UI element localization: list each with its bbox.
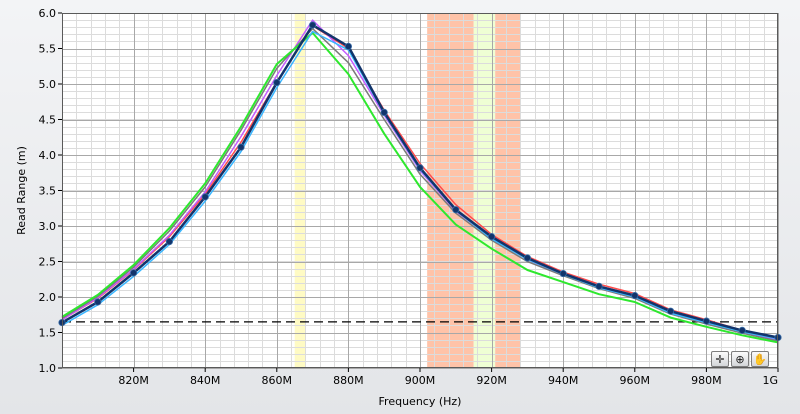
x-tick-label: 840M [190, 374, 221, 387]
data-point [308, 21, 317, 29]
data-point [273, 78, 281, 87]
data-point [380, 108, 388, 117]
x-tick-label: 820M [118, 374, 149, 387]
y-tick-label: 2.0 [39, 291, 57, 304]
data-point [702, 317, 711, 325]
plot-border [62, 13, 778, 368]
crosshair-icon: ✛ [715, 352, 725, 366]
series-line-0 [61, 25, 779, 339]
data-point [487, 233, 496, 241]
series-line-2 [61, 27, 779, 342]
y-tick-label: 3.5 [39, 185, 57, 198]
cursor-tool-button[interactable]: ✛ [711, 351, 729, 367]
data-point [94, 298, 102, 306]
x-tick-label: 920M [476, 374, 507, 387]
y-tick-label: 4.5 [39, 114, 57, 127]
y-tick-label: 5.5 [39, 43, 57, 56]
y-tick-label: 1.5 [39, 327, 57, 340]
x-tick-label: 960M [620, 374, 651, 387]
data-point [595, 282, 603, 290]
series-layer [58, 19, 782, 344]
x-tick-label: 940M [548, 374, 579, 387]
data-point [237, 143, 245, 151]
data-point [559, 269, 567, 278]
y-tick-label: 4.0 [39, 149, 57, 162]
graph-palette: ✛ ⊕ ✋ [711, 351, 769, 367]
data-point [738, 326, 746, 334]
zoom-icon: ⊕ [735, 352, 745, 366]
y-tick-label: 5.0 [39, 78, 57, 91]
x-axis-title: Frequency (Hz) [379, 395, 462, 408]
x-tick-label: 1G [762, 374, 778, 387]
y-tick-label: 1.0 [39, 362, 57, 375]
y-tick-label: 3.0 [39, 220, 57, 233]
data-point [130, 269, 138, 277]
x-axis-ticks: 820M 840M 860M 880M 900M 920M 940M 960M 980M 1G [118, 368, 779, 387]
data-point [631, 291, 639, 300]
y-tick-label: 6.0 [39, 7, 57, 20]
data-point [416, 164, 424, 172]
y-axis-ticks: 1.0 1.5 2.0 2.5 3.0 3.5 4.0 4.5 5.0 5.5 6.0 [39, 7, 62, 375]
data-point [452, 206, 460, 214]
x-tick-label: 900M [405, 374, 436, 387]
data-point [523, 254, 532, 262]
y-tick-label: 2.5 [39, 256, 57, 269]
data-point [344, 42, 352, 50]
data-point [201, 193, 209, 201]
data-point [666, 307, 675, 315]
hand-icon: ✋ [753, 352, 767, 366]
zoom-tool-button[interactable]: ⊕ [731, 351, 749, 367]
x-tick-label: 980M [691, 374, 722, 387]
x-tick-label: 860M [262, 374, 293, 387]
data-point [165, 238, 173, 246]
plot-frame [62, 13, 778, 368]
y-axis-title: Read Range (m) [15, 146, 28, 235]
x-tick-label: 880M [333, 374, 364, 387]
pan-tool-button[interactable]: ✋ [751, 351, 769, 367]
series-line-3 [61, 31, 779, 344]
